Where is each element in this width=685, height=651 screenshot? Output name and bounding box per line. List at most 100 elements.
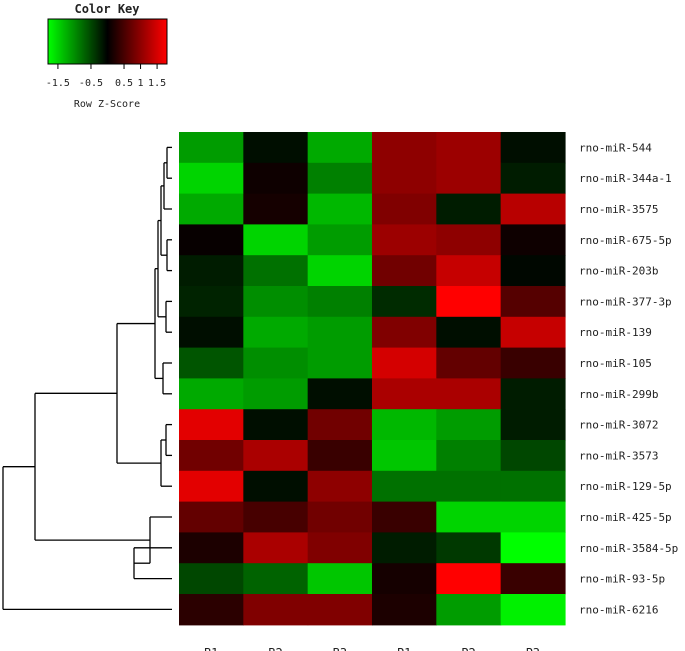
heatmap-cell <box>243 470 309 503</box>
color-key: Color Key -1.5 -0.5 0.5 1 1.5 Row Z-Score <box>46 2 168 110</box>
heatmap-cell <box>179 255 244 287</box>
heatmap-cell <box>500 563 566 595</box>
heatmap-cell <box>371 409 437 441</box>
heatmap-cell <box>371 501 437 533</box>
heatmap-cell <box>500 316 566 349</box>
heatmap-cell <box>243 316 309 349</box>
color-key-tick-label: -0.5 <box>79 78 103 89</box>
heatmap-cell <box>500 470 566 503</box>
heatmap-cell <box>436 316 502 349</box>
heatmap-cell <box>307 316 373 349</box>
heatmap-cell <box>436 378 502 410</box>
heatmap-cell <box>436 255 502 287</box>
heatmap-cell <box>179 440 244 472</box>
heatmap-cell <box>243 501 309 533</box>
heatmap-cell <box>500 532 566 564</box>
heatmap-cell <box>371 470 437 503</box>
heatmap-cell <box>500 440 566 472</box>
heatmap-cell <box>179 162 244 195</box>
heatmap-cell <box>371 563 437 595</box>
heatmap-cell <box>436 224 502 256</box>
column-label: B3 <box>333 646 347 651</box>
heatmap-cell <box>307 378 373 410</box>
heatmap-cell <box>500 409 566 441</box>
heatmap-cell <box>500 378 566 410</box>
heatmap-cell <box>243 594 309 626</box>
heatmap-cell <box>371 316 437 349</box>
heatmap-cell <box>436 409 502 441</box>
heatmap-cell <box>500 224 566 256</box>
color-key-tick-label: 1 <box>138 78 144 89</box>
heatmap-cell <box>371 594 437 626</box>
heatmap-cell <box>371 347 437 379</box>
heatmap-cell <box>179 563 244 595</box>
heatmap-cell <box>243 440 309 472</box>
heatmap-cells <box>179 132 566 626</box>
heatmap-cell <box>179 132 244 164</box>
column-label: P1 <box>397 646 411 651</box>
row-label: rno-miR-3584-5p <box>579 542 678 555</box>
heatmap-cell <box>243 347 309 379</box>
heatmap-cell <box>436 594 502 626</box>
row-label: rno-miR-299b <box>579 388 658 401</box>
heatmap-cell <box>307 347 373 379</box>
column-label: P2 <box>461 646 475 651</box>
color-key-gradient <box>47 18 168 65</box>
row-label: rno-miR-425-5p <box>579 511 672 524</box>
row-label: rno-miR-675-5p <box>579 234 672 247</box>
row-label: rno-miR-93-5p <box>579 573 665 586</box>
heatmap-cell <box>500 255 566 287</box>
row-label: rno-miR-544 <box>579 141 652 154</box>
color-key-tick-label: 0.5 <box>115 78 133 89</box>
row-label: rno-miR-129-5p <box>579 480 672 493</box>
heatmap-cell <box>436 162 502 195</box>
heatmap-cell <box>179 501 244 533</box>
heatmap-cell <box>436 440 502 472</box>
color-key-tick-label: -1.5 <box>46 78 70 89</box>
heatmap-cell <box>243 255 309 287</box>
row-label: rno-miR-377-3p <box>579 295 672 308</box>
heatmap-cell <box>179 378 244 410</box>
row-label: rno-miR-6216 <box>579 603 658 616</box>
heatmap-cell <box>436 286 502 318</box>
color-key-title: Color Key <box>74 2 139 16</box>
row-label: rno-miR-105 <box>579 357 652 370</box>
row-label: rno-miR-3072 <box>579 419 658 432</box>
heatmap-cell <box>307 563 373 595</box>
column-label: P3 <box>526 646 540 651</box>
heatmap-cell <box>243 224 309 256</box>
heatmap-cell <box>371 193 437 225</box>
heatmap-cell <box>436 563 502 595</box>
heatmap-cell <box>179 286 244 318</box>
color-key-ticks: -1.5 -0.5 0.5 1 1.5 <box>46 64 166 89</box>
row-labels: rno-miR-544 rno-miR-344a-1 rno-miR-3575 rno… <box>579 141 678 616</box>
heatmap-cell <box>371 224 437 256</box>
heatmap-cell <box>500 501 566 533</box>
heatmap-cell <box>243 286 309 318</box>
column-label: B1 <box>204 646 218 651</box>
heatmap-cell <box>307 409 373 441</box>
heatmap-cell <box>307 162 373 195</box>
heatmap-cell <box>179 532 244 564</box>
heatmap-cell <box>500 132 566 164</box>
heatmap-cell <box>179 594 244 626</box>
heatmap-cell <box>243 563 309 595</box>
heatmap-cell <box>371 378 437 410</box>
heatmap-cell <box>307 501 373 533</box>
heatmap-cell <box>436 347 502 379</box>
heatmap-cell <box>500 193 566 225</box>
row-label: rno-miR-203b <box>579 265 658 278</box>
heatmap-cell <box>307 132 373 164</box>
heatmap-cell <box>436 501 502 533</box>
heatmap-cell <box>500 347 566 379</box>
heatmap-cell <box>371 532 437 564</box>
row-label: rno-miR-3573 <box>579 449 658 462</box>
heatmap-cell <box>179 470 244 503</box>
row-label: rno-miR-139 <box>579 326 652 339</box>
heatmap-cell <box>307 255 373 287</box>
heatmap-cell <box>307 440 373 472</box>
heatmap-cell <box>307 594 373 626</box>
heatmap-cell <box>436 470 502 503</box>
heatmap-cell <box>243 193 309 225</box>
